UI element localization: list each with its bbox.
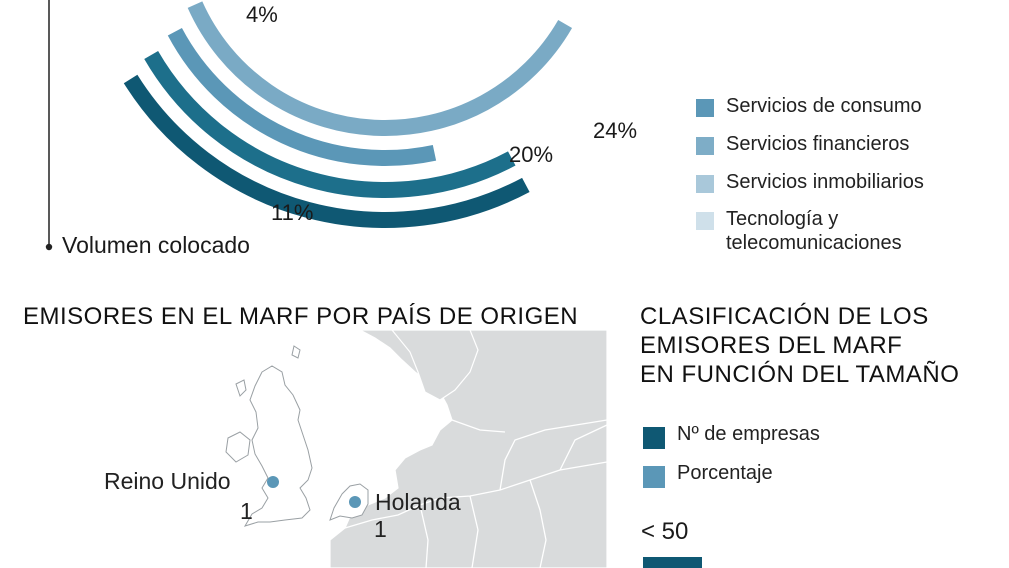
legend-swatch xyxy=(696,99,714,117)
marker-value-reino-unido: 1 xyxy=(240,498,253,524)
ring-arc-third xyxy=(144,50,516,198)
size-section-title-line2: EMISORES DEL MARF xyxy=(640,332,903,359)
continent-shape xyxy=(329,329,608,568)
size-section-title-line3: EN FUNCIÓN DEL TAMAÑO xyxy=(640,361,960,388)
pct-label-24: 24% xyxy=(593,118,638,143)
size-category-label: < 50 xyxy=(641,518,689,545)
axis-label: Volumen colocado xyxy=(62,232,250,258)
pct-label-4: 4% xyxy=(246,2,278,27)
legend-swatch xyxy=(696,137,714,155)
marker-label-reino-unido: Reino Unido xyxy=(104,468,231,494)
legend-swatch xyxy=(696,175,714,193)
pct-label-11: 11% xyxy=(271,200,314,225)
legend-label: Servicios financieros xyxy=(726,133,910,155)
scandinavia-shape xyxy=(390,329,479,401)
map-section-title: EMISORES EN EL MARF POR PAÍS DE ORIGEN xyxy=(23,303,579,330)
marker-label-holanda: Holanda xyxy=(375,489,461,515)
legend-label-line2: telecomunicaciones xyxy=(726,232,902,254)
marker-value-holanda: 1 xyxy=(374,516,387,542)
islands-shape xyxy=(235,345,301,397)
size-legend-swatch xyxy=(643,466,665,488)
size-section-title-line1: CLASIFICACIÓN DE LOS xyxy=(640,303,929,330)
marker-holanda[interactable] xyxy=(349,496,361,508)
ring-arc-outer xyxy=(123,74,530,228)
axis-dot xyxy=(45,243,53,251)
ring-arc-second xyxy=(167,27,437,166)
ring-arc-inner xyxy=(187,1,573,136)
great-britain-shape xyxy=(243,365,313,527)
legend-label: Servicios inmobiliarios xyxy=(726,171,924,193)
size-legend-label: Porcentaje xyxy=(677,462,773,484)
pct-label-20: 20% xyxy=(509,142,554,167)
marker-reino-unido[interactable] xyxy=(267,476,279,488)
legend-label: Tecnología y xyxy=(726,208,839,230)
size-bar-empresas xyxy=(643,557,702,568)
legend-swatch xyxy=(696,212,714,230)
ireland-shape xyxy=(225,431,251,463)
country-borders xyxy=(344,419,608,568)
size-legend-label: Nº de empresas xyxy=(677,423,820,445)
size-legend-swatch xyxy=(643,427,665,449)
legend-label: Servicios de consumo xyxy=(726,95,922,117)
